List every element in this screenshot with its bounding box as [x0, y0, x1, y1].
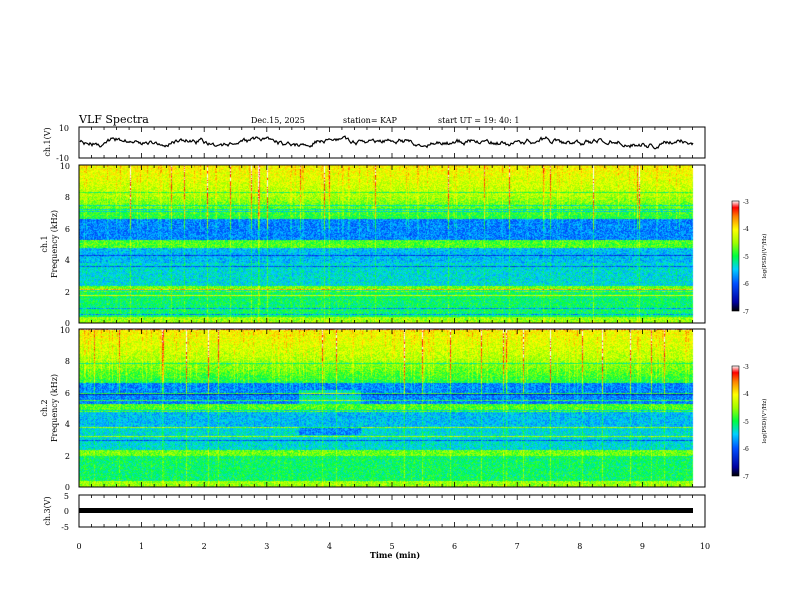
ch3-ytick-mid: 0 [64, 507, 69, 516]
ch2-colorbar [731, 365, 740, 477]
ch2-ytick-6: 6 [65, 389, 70, 398]
cb2-tick-m5: -5 [743, 419, 749, 426]
ch2-ytick-4: 4 [65, 420, 70, 429]
xtick-4: 4 [327, 542, 332, 551]
x-axis-label: Time (min) [370, 550, 420, 560]
ch1-ytick-2: 2 [65, 288, 70, 297]
ch1-spectrogram-yticks: 0 2 4 6 8 10 [60, 162, 70, 328]
cb1-tick-m5: -5 [743, 254, 749, 261]
xtick-6: 6 [452, 542, 457, 551]
ch3-ytick-top: 5 [64, 492, 69, 501]
x-axis-tick-marks [78, 127, 706, 527]
xtick-7: 7 [515, 542, 520, 551]
xtick-3: 3 [264, 542, 269, 551]
ch1-spectrogram-ylabel: Frequency (kHz) [50, 210, 59, 278]
ch1-waveform-ytick-bottom: -10 [56, 154, 69, 163]
ch1-ytick-10: 10 [60, 162, 70, 171]
ch1-colorbar [731, 200, 740, 312]
ch1-spectrogram-channel-label: ch.1 [40, 235, 49, 252]
ch1-spectrogram-heatmap [79, 165, 705, 323]
cb2-tick-m7: -7 [743, 474, 749, 481]
cb1-tick-m6: -6 [743, 281, 749, 288]
xtick-2: 2 [202, 542, 207, 551]
start-time-label: start UT = 19: 40: 1 [438, 116, 519, 125]
ch3-waveform-ylabel: ch.3(V) [43, 496, 52, 525]
ch2-colorbar-label: log(PSD)(V²/Hz) [761, 399, 768, 444]
ch1-ytick-4: 4 [65, 256, 70, 265]
ch1-ytick-0: 0 [65, 319, 70, 328]
ch2-ytick-2: 2 [65, 452, 70, 461]
ch2-ytick-8: 8 [65, 357, 70, 366]
cb2-tick-m6: -6 [743, 446, 749, 453]
ch2-spectrogram-ylabel: Frequency (kHz) [50, 374, 59, 442]
ch1-waveform-ytick-top: 10 [59, 124, 69, 133]
xtick-10: 10 [700, 542, 710, 551]
ch3-waveform-trace [79, 508, 693, 513]
station-label: station= KAP [343, 116, 398, 125]
ch1-colorbar-ticks: -3 -4 -5 -6 -7 [743, 199, 749, 316]
cb1-tick-m7: -7 [743, 309, 749, 316]
ch1-ytick-8: 8 [65, 193, 70, 202]
ch2-spectrogram-heatmap [79, 329, 705, 487]
date-label: Dec.15, 2025 [251, 116, 305, 125]
chart-title: VLF Spectra [78, 113, 149, 126]
xtick-5: 5 [389, 542, 394, 551]
cb1-tick-m3: -3 [743, 199, 749, 206]
xtick-8: 8 [577, 542, 582, 551]
ch1-waveform-ylabel: ch.1(V) [43, 127, 52, 156]
ch3-ytick-bottom: -5 [61, 523, 69, 532]
xtick-1: 1 [139, 542, 144, 551]
ch2-spectrogram-yticks: 0 2 4 6 8 10 [60, 326, 70, 492]
ch1-colorbar-label: log(PSD)(V²/Hz) [761, 234, 768, 279]
ch2-spectrogram-channel-label: ch.2 [40, 399, 49, 416]
ch1-waveform-trace [79, 135, 694, 150]
xtick-0: 0 [76, 542, 81, 551]
cb2-tick-m3: -3 [743, 364, 749, 371]
ch2-colorbar-ticks: -3 -4 -5 -6 -7 [743, 364, 749, 481]
ch1-ytick-6: 6 [65, 225, 70, 234]
ch2-ytick-10: 10 [60, 326, 70, 335]
x-axis-tick-labels: 0 1 2 3 4 5 6 7 8 9 10 [76, 542, 710, 551]
xtick-9: 9 [640, 542, 645, 551]
cb1-tick-m4: -4 [743, 226, 749, 233]
cb2-tick-m4: -4 [743, 391, 749, 398]
ch2-ytick-0: 0 [65, 483, 70, 492]
